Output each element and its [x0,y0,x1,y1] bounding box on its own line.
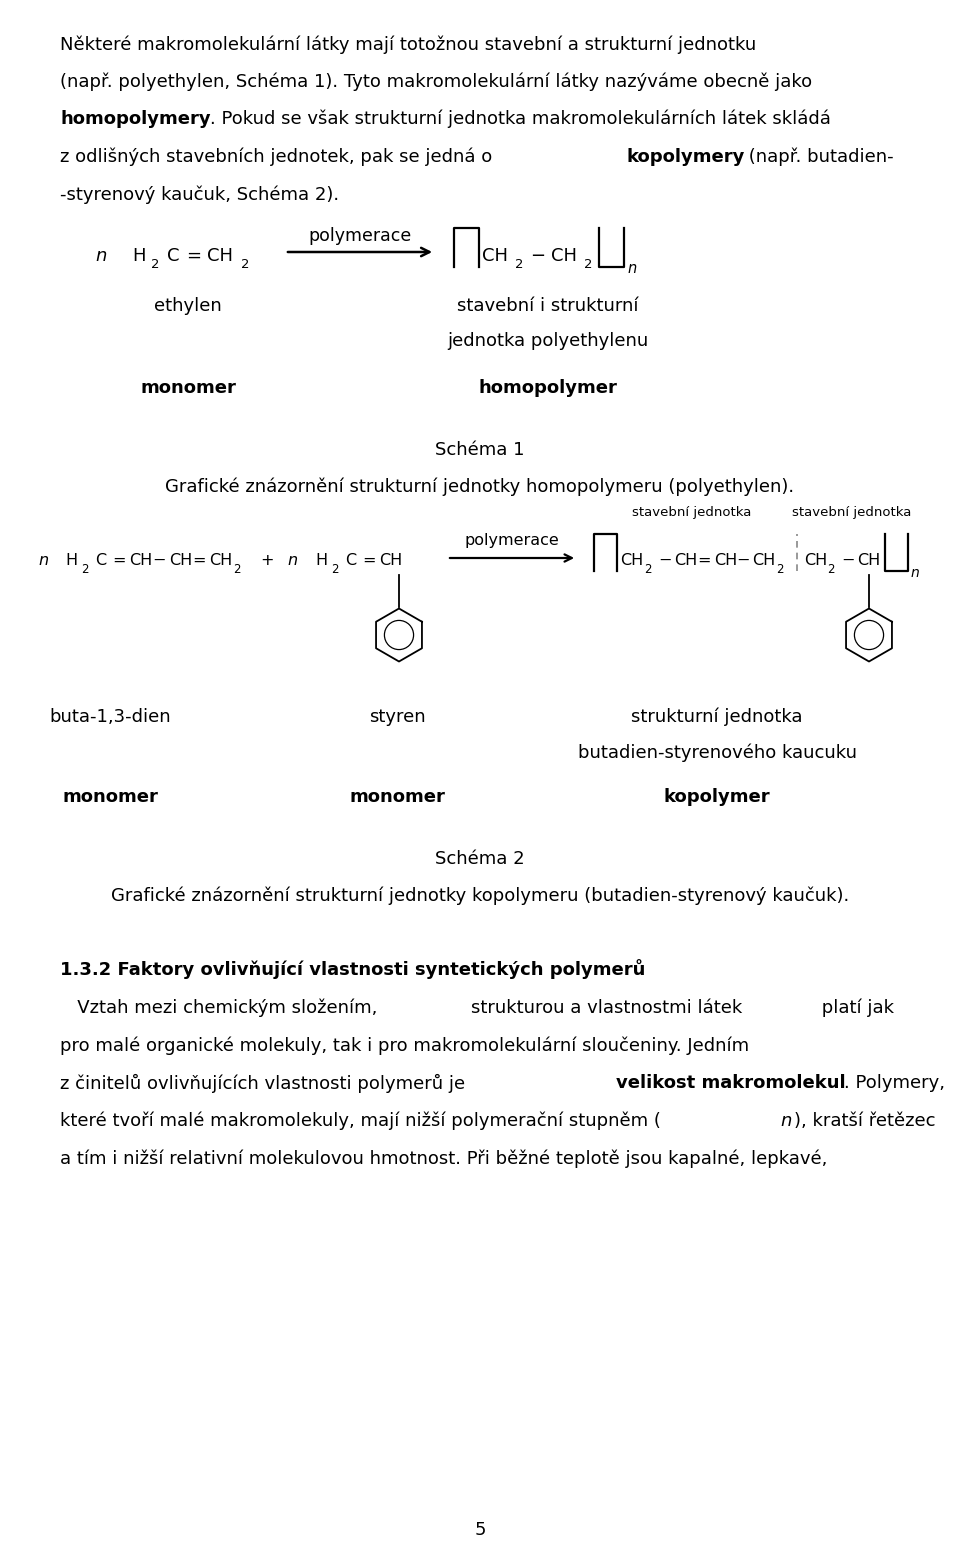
Text: homopolymery: homopolymery [60,110,210,128]
Text: n: n [627,261,636,276]
Text: polymerace: polymerace [465,532,560,548]
Text: n: n [780,1111,791,1129]
Text: . Polymery,: . Polymery, [844,1074,945,1092]
Text: buta-1,3-dien: buta-1,3-dien [49,708,171,727]
Text: monomer: monomer [349,788,444,805]
Text: 2: 2 [331,563,339,576]
Text: =: = [362,552,375,568]
Text: n: n [287,552,298,568]
Text: Schéma 1: Schéma 1 [435,441,525,458]
Text: CH: CH [675,552,698,568]
Text: H: H [65,552,77,568]
Text: Některé makromolekulární látky mají totožnou stavební a strukturní jednotku: Některé makromolekulární látky mají toto… [60,35,756,54]
Text: velikost makromolekul: velikost makromolekul [616,1074,846,1092]
Text: . Pokud se však strukturní jednotka makromolekulárních látek skládá: . Pokud se však strukturní jednotka makr… [209,110,830,128]
Text: CH: CH [206,247,232,265]
Text: n: n [38,552,48,568]
Text: −: − [736,552,750,568]
Text: C: C [346,552,356,568]
Text: 2: 2 [82,563,89,576]
Text: z činitelů ovlivňujících vlastnosti polymerů je: z činitelů ovlivňujících vlastnosti poly… [60,1074,470,1092]
Text: platí jak: platí jak [816,998,894,1017]
Text: homopolymer: homopolymer [479,380,617,397]
Text: =: = [697,552,710,568]
Text: CH: CH [379,552,402,568]
Text: C: C [166,247,179,265]
Text: n: n [95,247,107,265]
Text: CH: CH [620,552,643,568]
Text: 2: 2 [233,563,241,576]
Text: pro malé organické molekuly, tak i pro makromolekulární sloučeniny. Jedním: pro malé organické molekuly, tak i pro m… [60,1037,749,1055]
Text: H: H [315,552,327,568]
Text: z odlišných stavebních jednotek, pak se jedná o: z odlišných stavebních jednotek, pak se … [60,148,498,167]
Text: kopolymery: kopolymery [626,148,744,165]
Text: CH: CH [804,552,828,568]
Text: C: C [95,552,107,568]
Text: (např. polyethylen, Schéma 1). Tyto makromolekulární látky nazýváme obecně jako: (např. polyethylen, Schéma 1). Tyto makr… [60,73,812,91]
Text: (např. butadien-: (např. butadien- [743,148,894,167]
Text: 1.3.2 Faktory ovlivňující vlastnosti syntetických polymerů: 1.3.2 Faktory ovlivňující vlastnosti syn… [60,960,645,978]
Text: CH: CH [714,552,737,568]
Text: Grafické znázornění strukturní jednotky homopolymeru (polyethylen).: Grafické znázornění strukturní jednotky … [165,478,795,497]
Text: 2: 2 [777,563,784,576]
Text: −: − [841,552,854,568]
Text: 2: 2 [644,563,652,576]
Text: Vztah mezi chemickým složením,: Vztah mezi chemickým složením, [60,998,383,1017]
Text: které tvoří malé makromolekuly, mají nižší polymerační stupněm (: které tvoří malé makromolekuly, mají niž… [60,1111,660,1129]
Text: kopolymer: kopolymer [663,788,770,805]
Text: n: n [911,566,920,580]
Text: ), kratší řetězec: ), kratší řetězec [794,1111,935,1129]
Text: CH: CH [482,247,508,265]
Text: styren: styren [369,708,425,727]
Text: CH: CH [129,552,153,568]
Text: +: + [260,552,274,568]
Text: 2: 2 [241,259,249,272]
Text: a tím i nižší relativní molekulovou hmotnost. Při běžné teplotě jsou kapalné, le: a tím i nižší relativní molekulovou hmot… [60,1150,828,1168]
Text: −: − [659,552,672,568]
Text: 2: 2 [827,563,834,576]
Text: CH: CH [209,552,232,568]
Text: stavební jednotka: stavební jednotka [792,506,912,518]
Text: −: − [153,552,166,568]
Text: =: = [193,552,206,568]
Text: jednotka polyethylenu: jednotka polyethylenu [447,332,649,350]
Text: 2: 2 [151,259,159,272]
Text: strukturní jednotka: strukturní jednotka [632,708,803,727]
Text: H: H [132,247,146,265]
Text: CH: CH [169,552,192,568]
Text: Schéma 2: Schéma 2 [435,850,525,869]
Text: monomer: monomer [62,788,158,805]
Text: stavební jednotka: stavební jednotka [633,506,752,518]
Text: monomer: monomer [140,380,236,397]
Text: ethylen: ethylen [155,296,222,315]
Text: butadien-styrenového kaucuku: butadien-styrenového kaucuku [578,744,856,762]
Text: Grafické znázornění strukturní jednotky kopolymeru (butadien-styrenový kaučuk).: Grafické znázornění strukturní jednotky … [110,887,850,906]
Text: CH: CH [753,552,776,568]
Text: -styrenový kaučuk, Schéma 2).: -styrenový kaučuk, Schéma 2). [60,185,339,204]
Text: CH: CH [551,247,577,265]
Text: =: = [186,247,202,265]
Text: strukturou a vlastnostmi látek: strukturou a vlastnostmi látek [471,998,742,1017]
Text: =: = [112,552,126,568]
Text: −: − [530,247,545,265]
Text: stavební i strukturní: stavební i strukturní [457,296,638,315]
Text: 2: 2 [515,259,523,272]
Text: polymerace: polymerace [308,227,412,245]
Text: 2: 2 [584,259,592,272]
Text: CH: CH [857,552,880,568]
Text: 5: 5 [474,1521,486,1538]
